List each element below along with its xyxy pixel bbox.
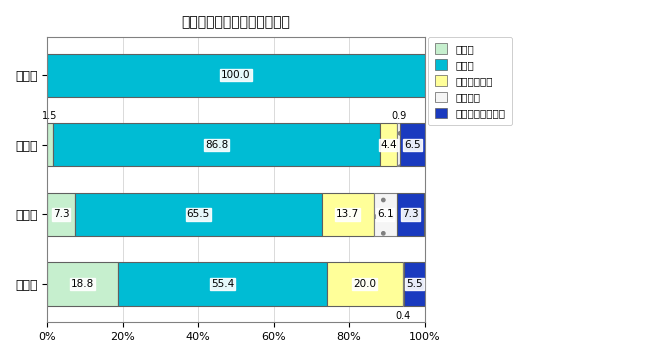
- Bar: [380, 124, 397, 166]
- Text: 5.5: 5.5: [407, 279, 423, 289]
- Text: 13.7: 13.7: [336, 210, 360, 220]
- Text: 65.5: 65.5: [187, 210, 210, 220]
- Text: 0.9: 0.9: [391, 111, 407, 121]
- Text: 0.4: 0.4: [396, 311, 411, 321]
- Text: 100.0: 100.0: [221, 70, 251, 80]
- Text: 1.5: 1.5: [42, 111, 57, 121]
- Bar: [401, 124, 425, 166]
- Bar: [404, 262, 425, 306]
- Bar: [397, 193, 424, 236]
- Text: 6.5: 6.5: [405, 140, 421, 150]
- Bar: [75, 193, 322, 236]
- Text: 20.0: 20.0: [354, 279, 376, 289]
- Bar: [48, 54, 424, 97]
- Bar: [118, 262, 327, 306]
- Text: 86.8: 86.8: [205, 140, 228, 150]
- Text: 7.3: 7.3: [402, 210, 418, 220]
- Bar: [48, 124, 53, 166]
- Text: 4.4: 4.4: [380, 140, 397, 150]
- Bar: [53, 124, 380, 166]
- Title: 通学状況別通学者数の構成比: 通学状況別通学者数の構成比: [182, 15, 290, 29]
- Text: 55.4: 55.4: [211, 279, 234, 289]
- Text: 6.1: 6.1: [377, 210, 393, 220]
- Legend: 寄宿舎, 家　庭, 児童福祉施設, 重心病棟, その他の医療機関: 寄宿舎, 家 庭, 児童福祉施設, 重心病棟, その他の医療機関: [428, 37, 512, 125]
- Bar: [48, 193, 75, 236]
- Bar: [397, 124, 401, 166]
- Text: 18.8: 18.8: [71, 279, 94, 289]
- Bar: [48, 262, 118, 306]
- Bar: [403, 262, 404, 306]
- Bar: [327, 262, 403, 306]
- Bar: [322, 193, 374, 236]
- Bar: [374, 193, 397, 236]
- Text: 7.3: 7.3: [53, 210, 69, 220]
